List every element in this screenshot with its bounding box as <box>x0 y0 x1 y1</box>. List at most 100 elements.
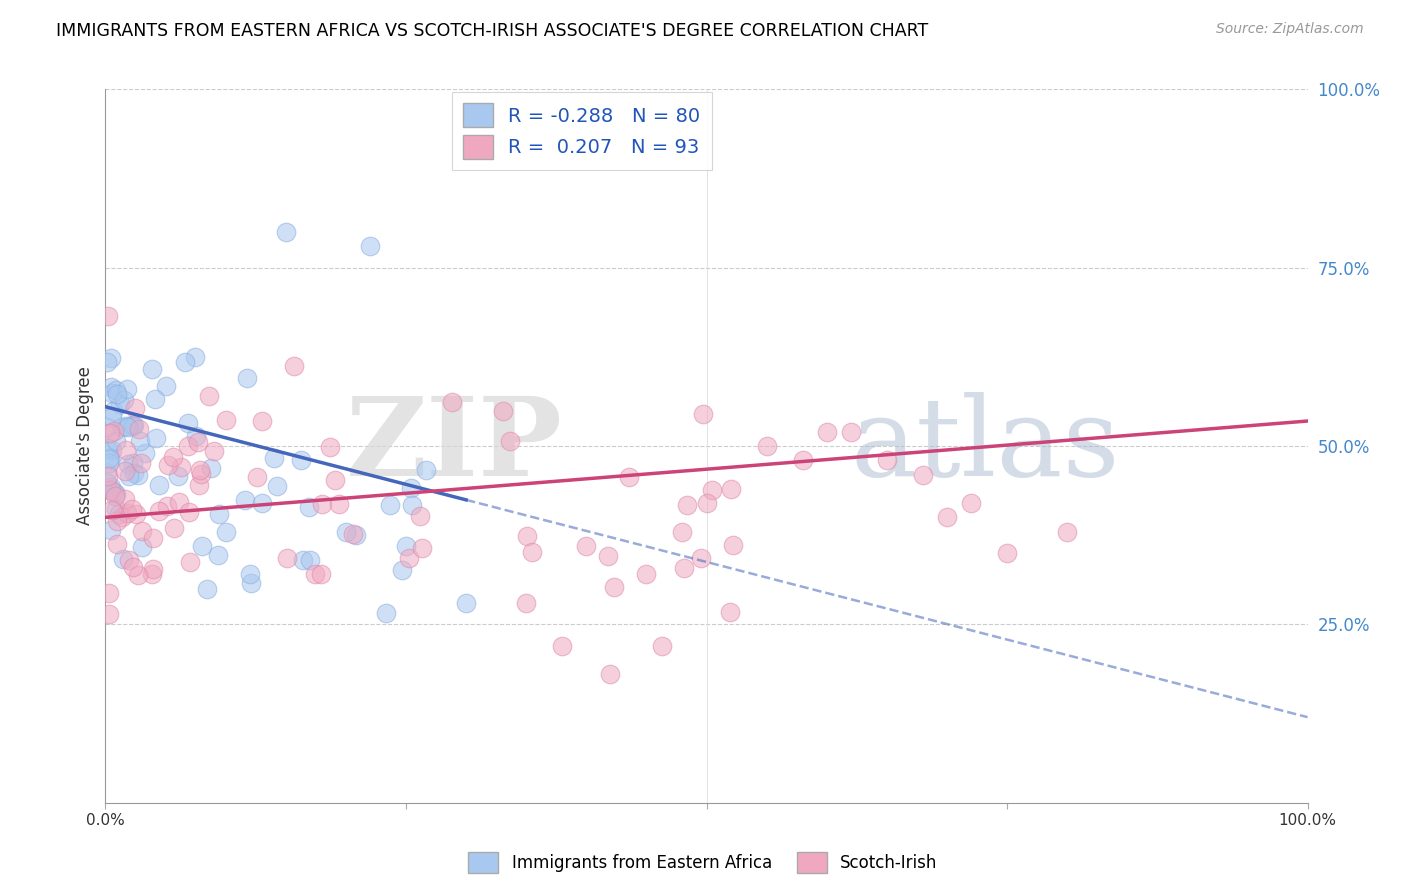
Point <box>131 524 153 539</box>
Point <box>122 418 145 433</box>
Point <box>142 562 165 576</box>
Point <box>114 464 136 478</box>
Point <box>156 499 179 513</box>
Point <box>121 418 143 433</box>
Point <box>298 553 321 567</box>
Point <box>167 495 190 509</box>
Point <box>692 408 714 422</box>
Point <box>1056 524 1078 539</box>
Point <box>720 482 742 496</box>
Point <box>105 434 128 448</box>
Point <box>108 397 131 411</box>
Point <box>108 508 131 522</box>
Point <box>190 539 212 553</box>
Point <box>98 451 121 466</box>
Point <box>202 443 225 458</box>
Point <box>162 450 184 465</box>
Point <box>129 457 152 471</box>
Point <box>121 559 143 574</box>
Point <box>104 502 127 516</box>
Point <box>141 566 163 581</box>
Point <box>599 667 621 681</box>
Point <box>143 392 166 406</box>
Point <box>246 470 269 484</box>
Point <box>96 441 118 455</box>
Point <box>100 385 122 400</box>
Point <box>118 552 141 566</box>
Point <box>395 539 418 553</box>
Point <box>96 420 118 434</box>
Point <box>145 431 167 445</box>
Point <box>115 506 138 520</box>
Point <box>177 505 200 519</box>
Point <box>127 467 149 482</box>
Point <box>125 507 148 521</box>
Point <box>700 483 723 497</box>
Point <box>98 607 121 621</box>
Point <box>129 434 152 448</box>
Point <box>122 467 145 481</box>
Point <box>399 482 422 496</box>
Point <box>290 453 312 467</box>
Point <box>233 492 256 507</box>
Point <box>411 541 433 556</box>
Point <box>100 480 122 494</box>
Point <box>200 461 222 475</box>
Point <box>198 389 221 403</box>
Point <box>274 225 297 239</box>
Point <box>114 491 136 506</box>
Legend: Immigrants from Eastern Africa, Scotch-Irish: Immigrants from Eastern Africa, Scotch-I… <box>461 846 945 880</box>
Point <box>323 473 346 487</box>
Point <box>995 546 1018 560</box>
Point <box>195 582 218 596</box>
Point <box>636 567 658 582</box>
Point <box>283 359 305 373</box>
Point <box>177 416 200 430</box>
Point <box>97 456 120 470</box>
Point <box>142 531 165 545</box>
Point <box>239 576 262 591</box>
Point <box>128 422 150 436</box>
Point <box>141 361 163 376</box>
Point <box>276 551 298 566</box>
Point <box>100 524 122 538</box>
Point <box>96 354 118 368</box>
Point <box>671 524 693 539</box>
Point <box>335 524 357 539</box>
Point <box>105 487 128 501</box>
Point <box>960 496 983 510</box>
Point <box>124 401 146 415</box>
Point <box>186 435 208 450</box>
Point <box>208 507 231 521</box>
Point <box>134 445 156 459</box>
Point <box>215 413 238 427</box>
Legend: R = -0.288   N = 80, R =  0.207   N = 93: R = -0.288 N = 80, R = 0.207 N = 93 <box>451 92 711 170</box>
Point <box>266 479 288 493</box>
Point <box>105 537 128 551</box>
Point <box>100 483 122 498</box>
Point <box>492 404 515 418</box>
Point <box>156 458 179 472</box>
Point <box>876 453 898 467</box>
Point <box>103 485 125 500</box>
Point <box>936 510 959 524</box>
Point <box>696 496 718 510</box>
Point <box>718 605 741 619</box>
Point <box>115 442 138 457</box>
Point <box>177 439 200 453</box>
Point <box>839 425 862 439</box>
Point <box>97 310 120 324</box>
Point <box>520 544 543 558</box>
Point <box>131 540 153 554</box>
Text: IMMIGRANTS FROM EASTERN AFRICA VS SCOTCH-IRISH ASSOCIATE'S DEGREE CORRELATION CH: IMMIGRANTS FROM EASTERN AFRICA VS SCOTCH… <box>56 22 928 40</box>
Point <box>105 386 128 401</box>
Point <box>184 429 207 443</box>
Point <box>516 529 538 543</box>
Point <box>100 351 122 366</box>
Point <box>250 496 273 510</box>
Point <box>148 504 170 518</box>
Point <box>401 498 423 512</box>
Point <box>792 453 814 467</box>
Point <box>96 465 118 479</box>
Point <box>236 371 259 385</box>
